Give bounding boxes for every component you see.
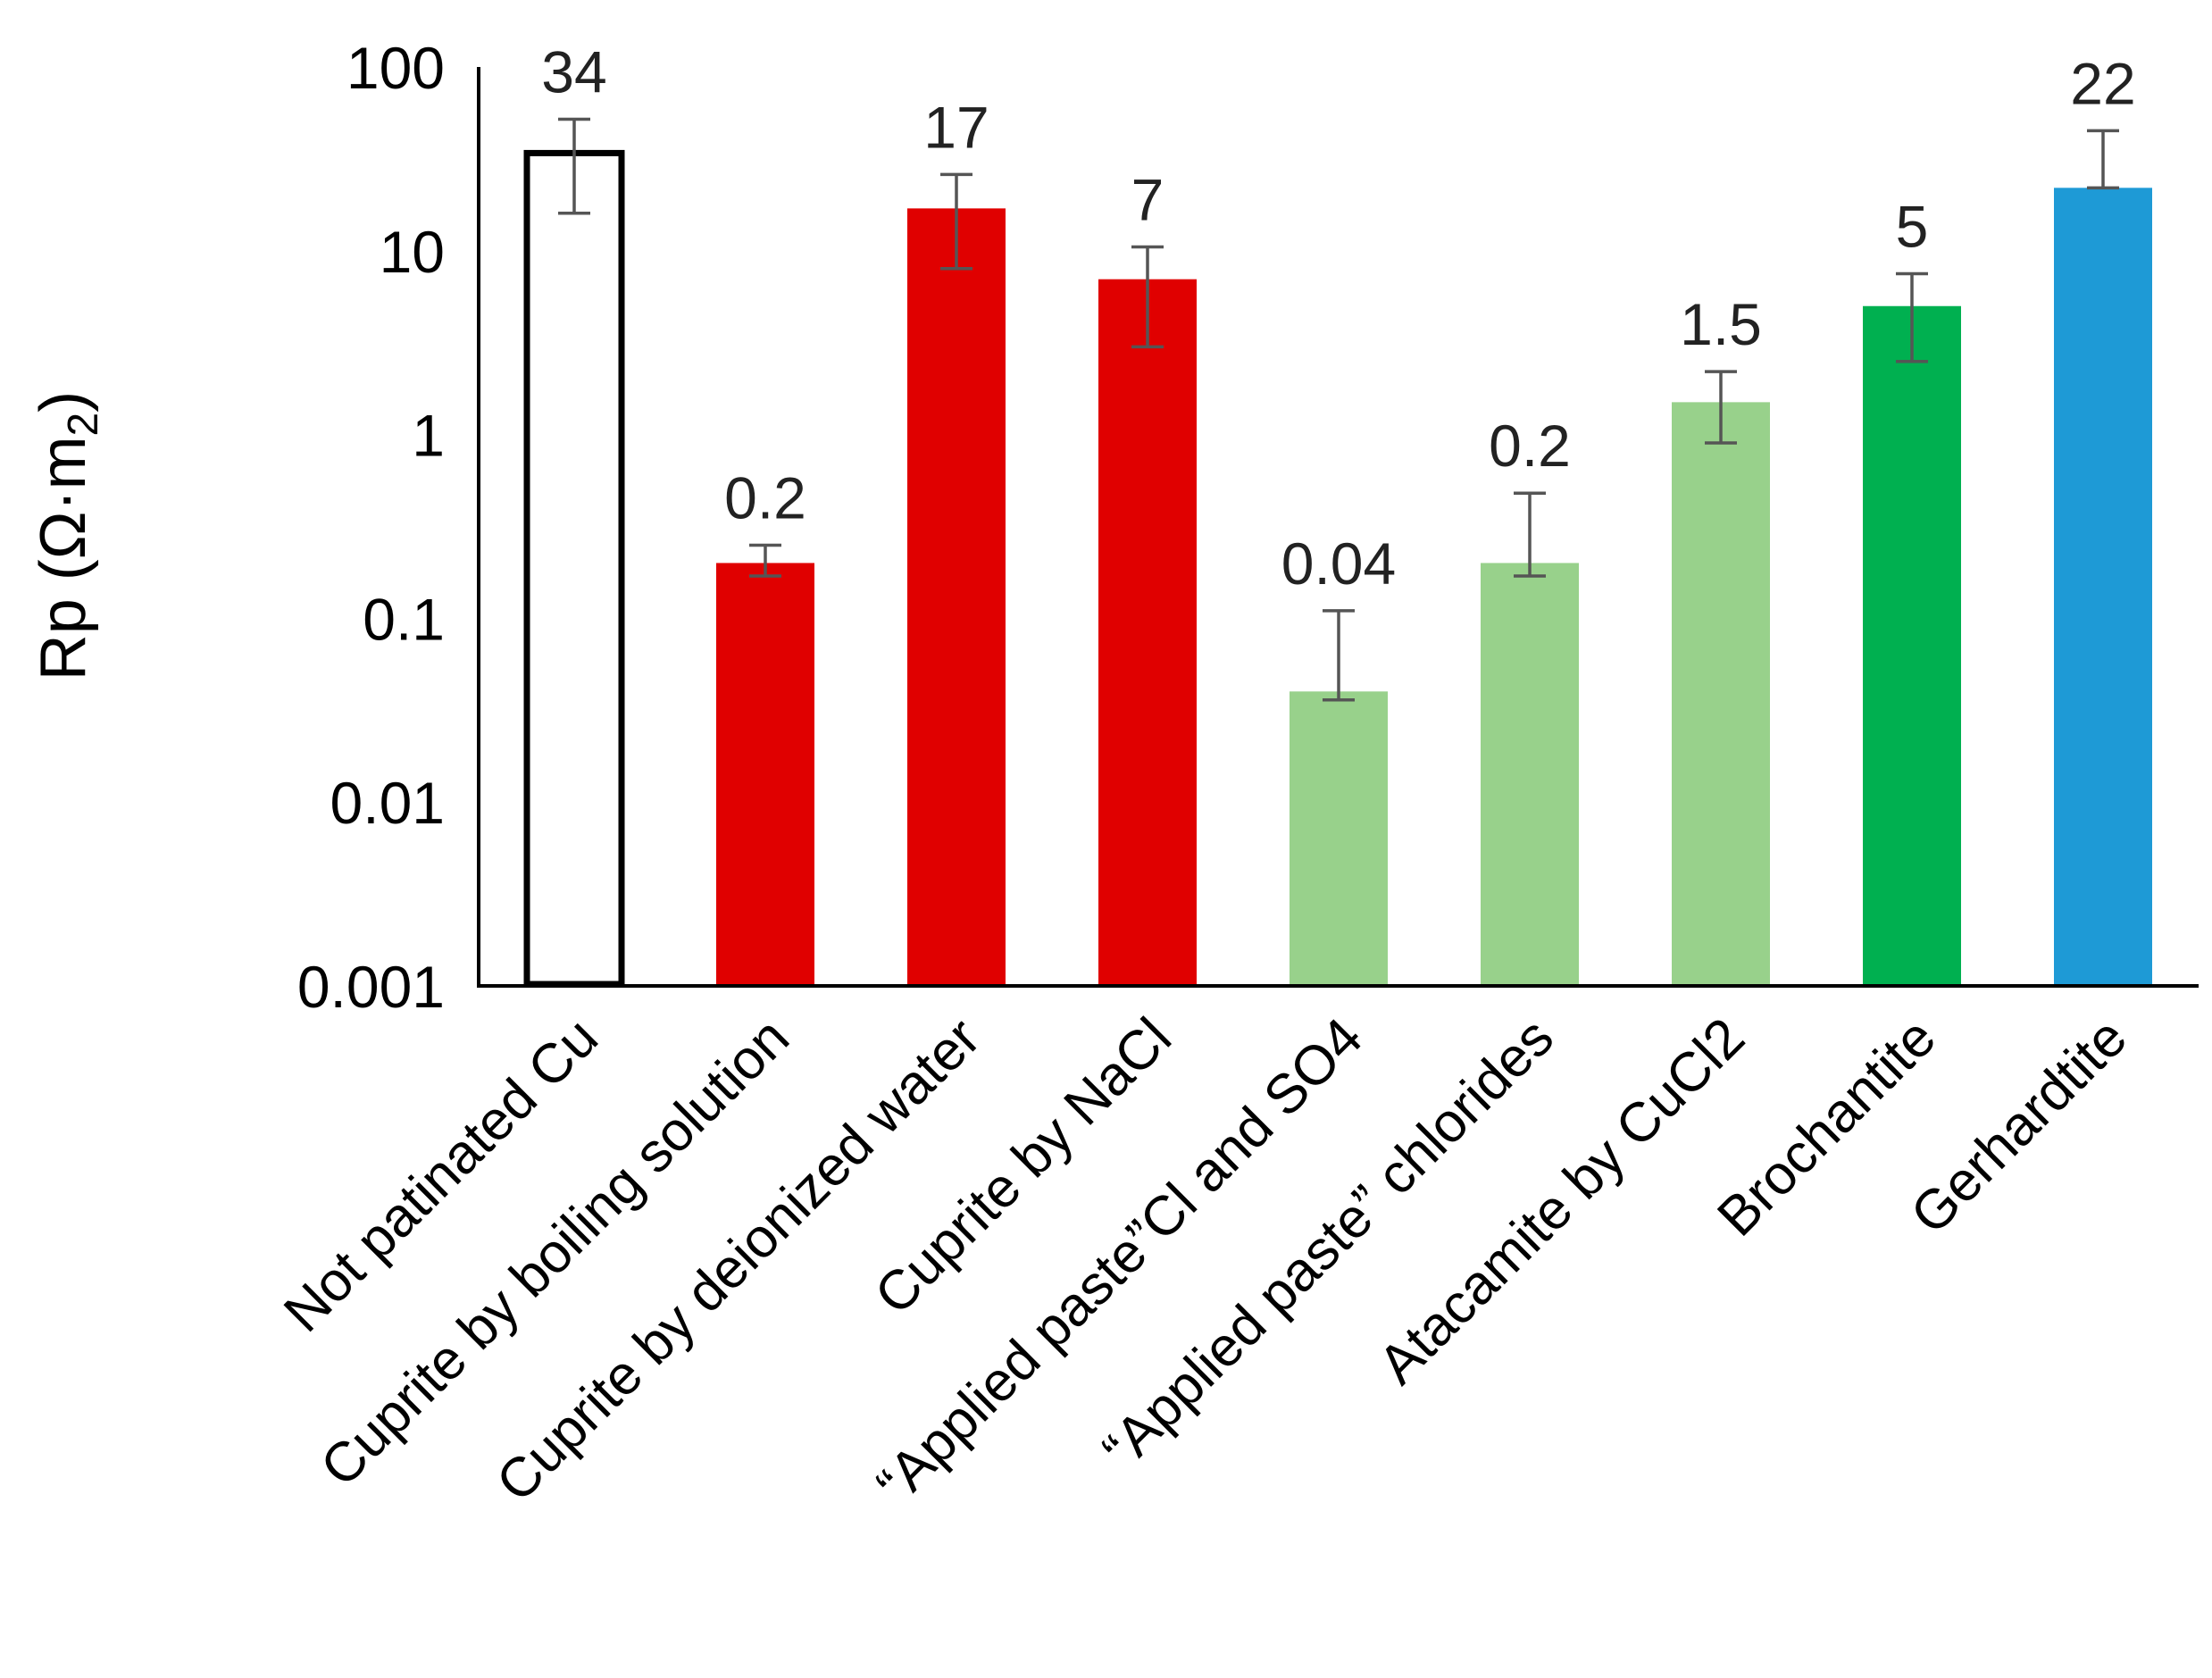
data-label: 5 [1896, 194, 1929, 260]
y-tick-label: 100 [346, 35, 445, 101]
error-bar [1514, 491, 1546, 578]
y-tick-label: 0.1 [363, 586, 445, 652]
y-axis-label-main: Rp (Ω·m [28, 436, 99, 680]
bars [523, 149, 2152, 988]
data-label: 0.2 [1489, 413, 1571, 479]
bar [523, 149, 625, 988]
bar [907, 208, 1006, 987]
data-label: 22 [2070, 50, 2135, 116]
y-axis-label-close: ) [28, 391, 99, 413]
error-bar [940, 172, 972, 271]
error-bar [1705, 370, 1737, 445]
y-axis-label: Rp (Ω·m2) [28, 391, 107, 680]
data-labels: 34 0.2 17 7 0.04 0.2 1.5 5 22 [541, 38, 2135, 596]
bar [1098, 279, 1197, 986]
y-tick-label: 1 [412, 403, 445, 469]
bar [1481, 563, 1579, 986]
axes [477, 67, 2199, 988]
error-bar [558, 117, 590, 215]
data-label: 17 [923, 94, 989, 160]
data-label: 7 [1131, 166, 1164, 232]
bar [1290, 691, 1388, 986]
y-tick-label: 10 [380, 219, 445, 285]
error-bar [1896, 271, 1928, 363]
data-label: 0.2 [724, 465, 806, 531]
error-bar [1323, 609, 1355, 702]
category-label: Not patinated Cu [272, 1006, 610, 1344]
bar [1672, 402, 1770, 986]
data-label: 1.5 [1680, 291, 1762, 357]
data-label: 0.04 [1281, 530, 1396, 597]
y-tick-label: 0.001 [297, 954, 445, 1020]
y-axis-label-subscript: 2 [60, 413, 107, 437]
y-tick-label: 0.01 [330, 770, 445, 836]
error-bar [1131, 245, 1164, 349]
category-label: Atacamite by CuCl2 [1367, 1006, 1757, 1396]
data-label: 34 [541, 38, 606, 104]
bar [1863, 305, 1961, 987]
error-bar [749, 543, 781, 578]
y-axis-ticks: 100 10 1 0.1 0.01 0.001 [297, 35, 445, 1020]
error-bars [558, 117, 2119, 702]
error-bar [2087, 129, 2119, 190]
bar [2054, 188, 2152, 986]
bar [716, 563, 814, 986]
